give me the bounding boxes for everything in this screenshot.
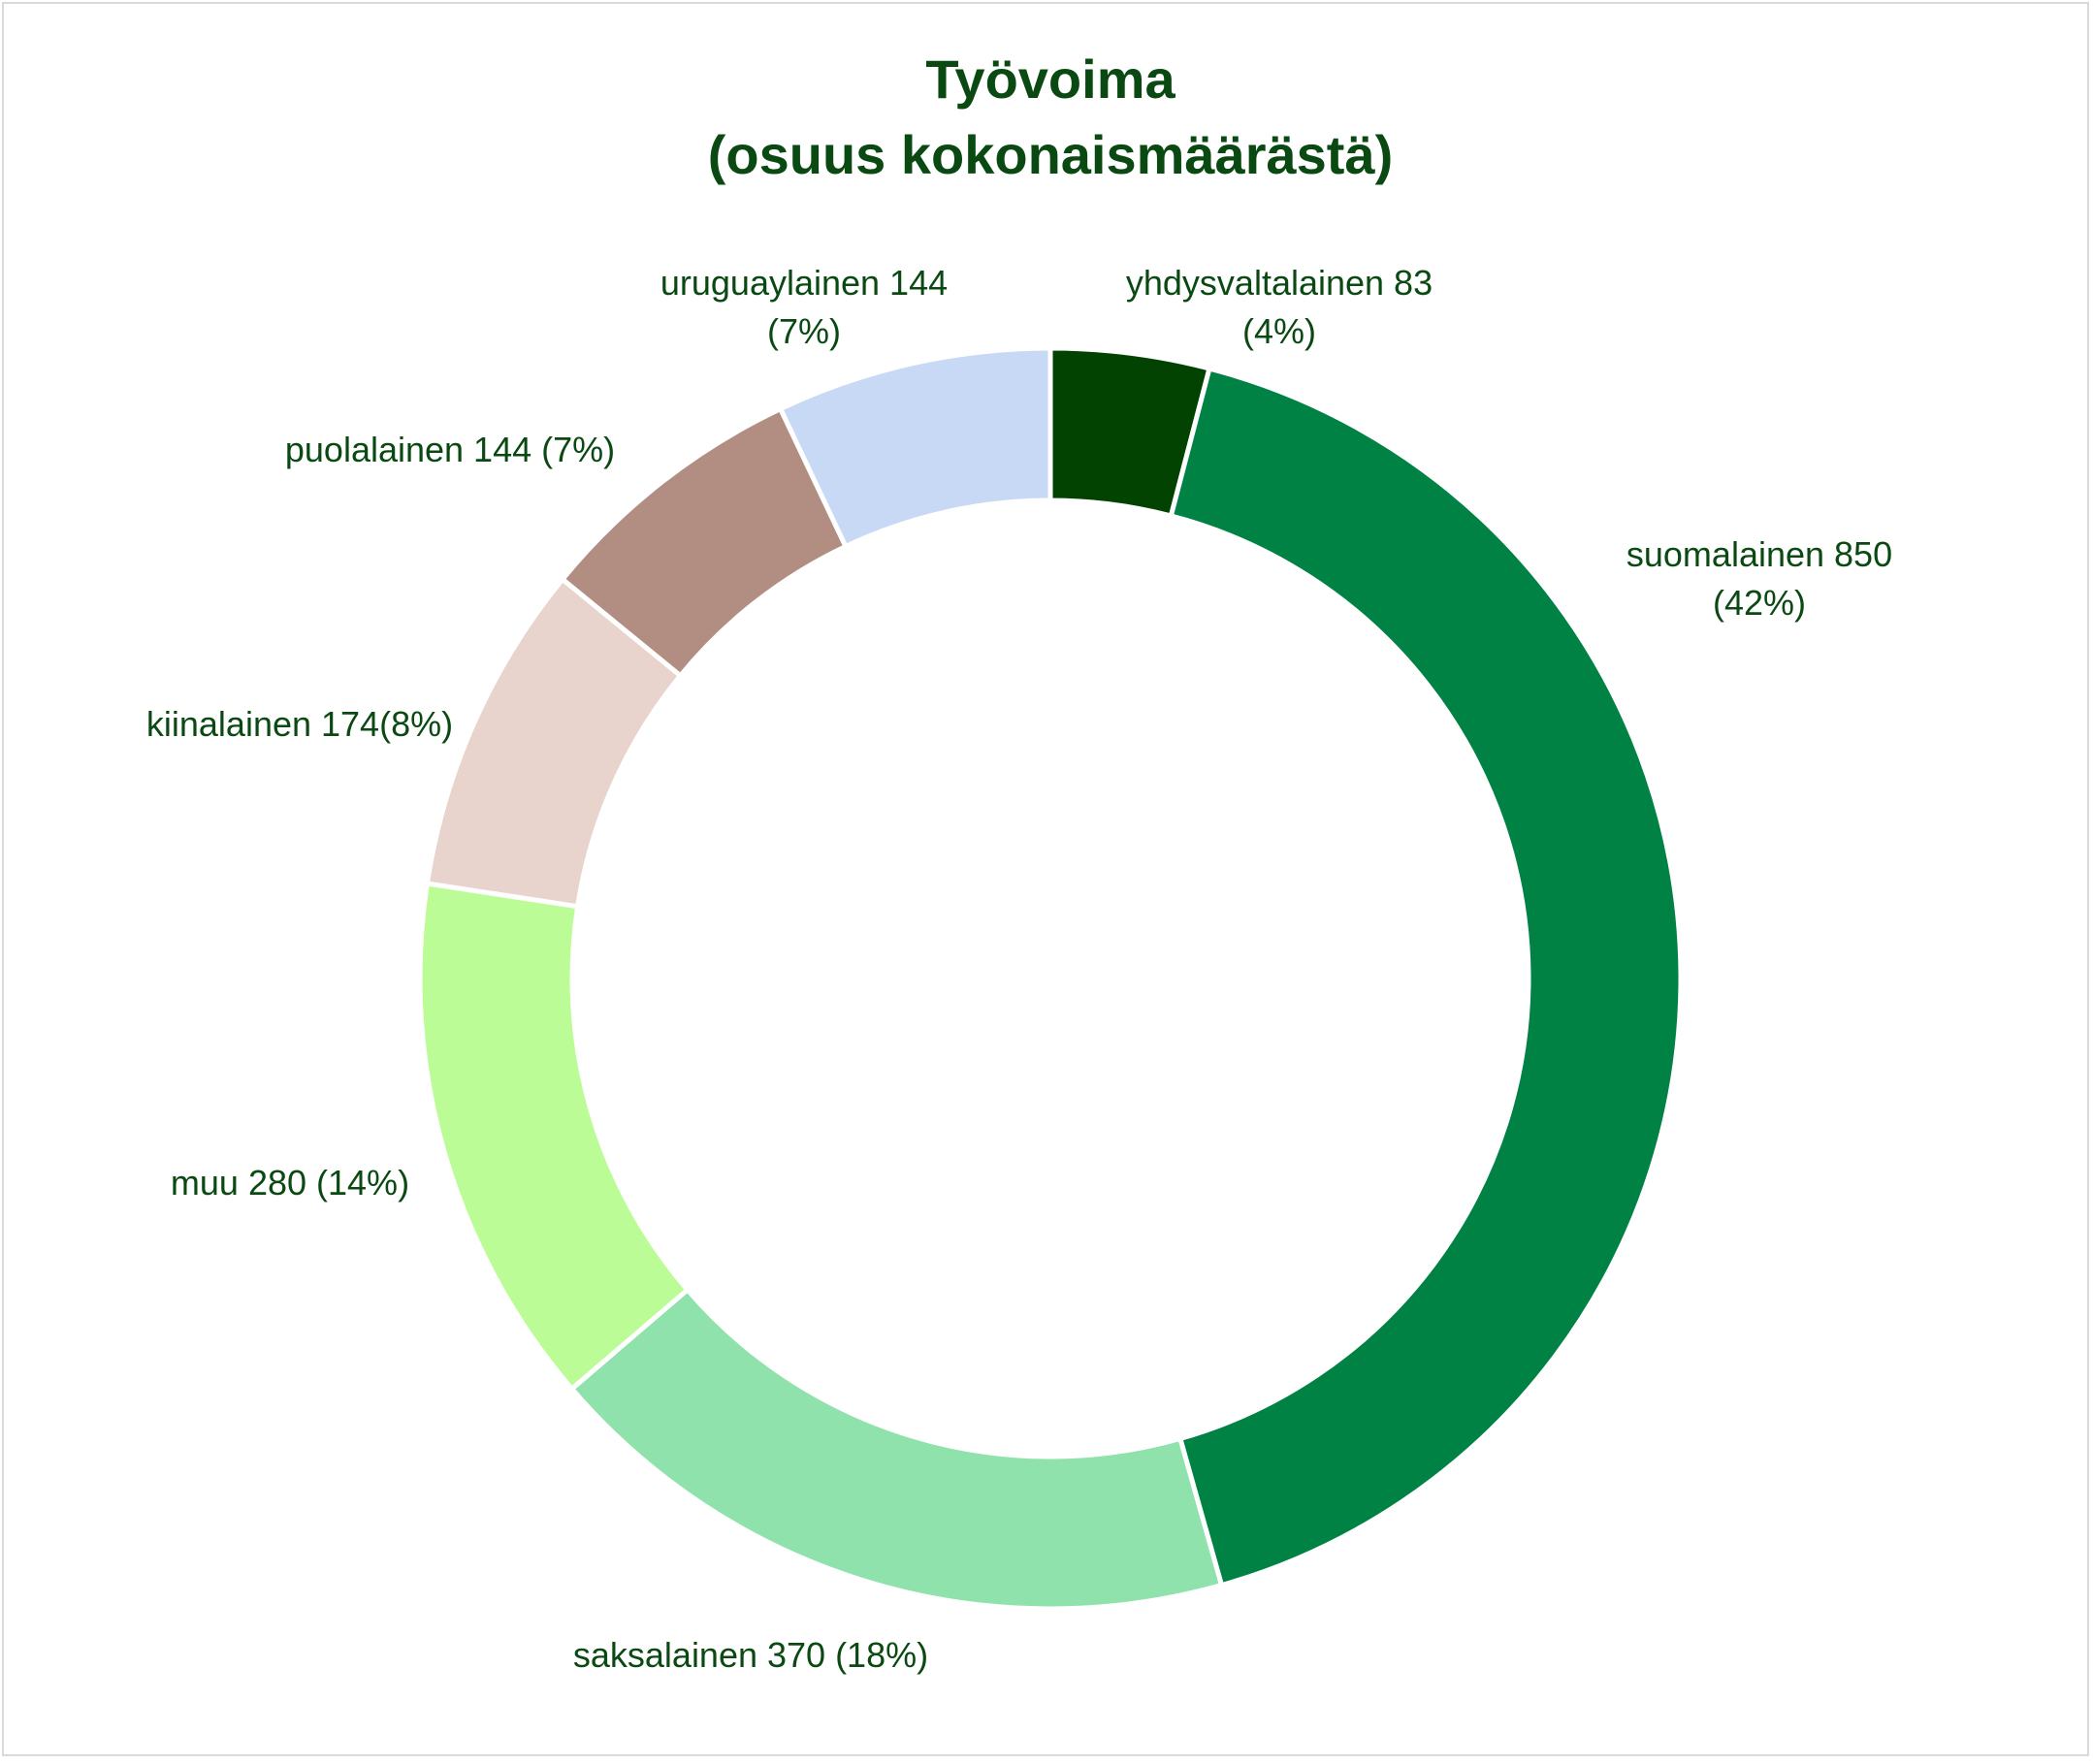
slice-label-line: muu 280 (14%): [171, 1163, 409, 1203]
chart-title-line-2: (osuus kokonaismäärästä): [708, 124, 1393, 185]
slice-label-muu: muu 280 (14%): [171, 1163, 409, 1203]
slice-label-line: uruguaylainen 144: [660, 263, 948, 303]
slice-label-puolalainen: puolalainen 144 (7%): [285, 430, 615, 469]
slice-label-yhdysvaltalainen: yhdysvaltalainen 83 (4%): [1126, 263, 1433, 351]
slice-uruguaylainen: [777, 345, 1053, 550]
slice-saksalainen: [568, 1286, 1225, 1612]
slice-label-line: (42%): [1713, 583, 1806, 623]
slice-label-line: suomalainen 850: [1626, 534, 1892, 574]
slice-label-line: kiinalainen 174(8%): [146, 704, 453, 744]
donut-chart: Työvoima (osuus kokonaismäärästä) yhdysv…: [146, 48, 1892, 1675]
slice-label-line: saksalainen 370 (18%): [573, 1635, 928, 1675]
slice-label-line: puolalainen 144 (7%): [285, 430, 615, 469]
slice-suomalainen: [1168, 365, 1684, 1588]
slice-label-line: (4%): [1242, 311, 1316, 351]
chart-title: Työvoima (osuus kokonaismäärästä): [708, 48, 1393, 185]
slice-label-line: yhdysvaltalainen 83: [1126, 263, 1433, 303]
slice-labels: yhdysvaltalainen 83 (4%) suomalainen 850 (4…: [146, 263, 1892, 1675]
slice-label-kiinalainen: kiinalainen 174(8%): [146, 704, 453, 744]
chart-title-line-1: Työvoima: [925, 48, 1175, 110]
slice-muu: [417, 881, 692, 1393]
slice-label-suomalainen: suomalainen 850 (42%): [1626, 534, 1892, 623]
donut-slices: [417, 345, 1684, 1612]
slice-label-saksalainen: saksalainen 370 (18%): [573, 1635, 928, 1675]
slice-label-uruguaylainen: uruguaylainen 144 (7%): [660, 263, 948, 351]
slice-label-line: (7%): [767, 311, 841, 351]
